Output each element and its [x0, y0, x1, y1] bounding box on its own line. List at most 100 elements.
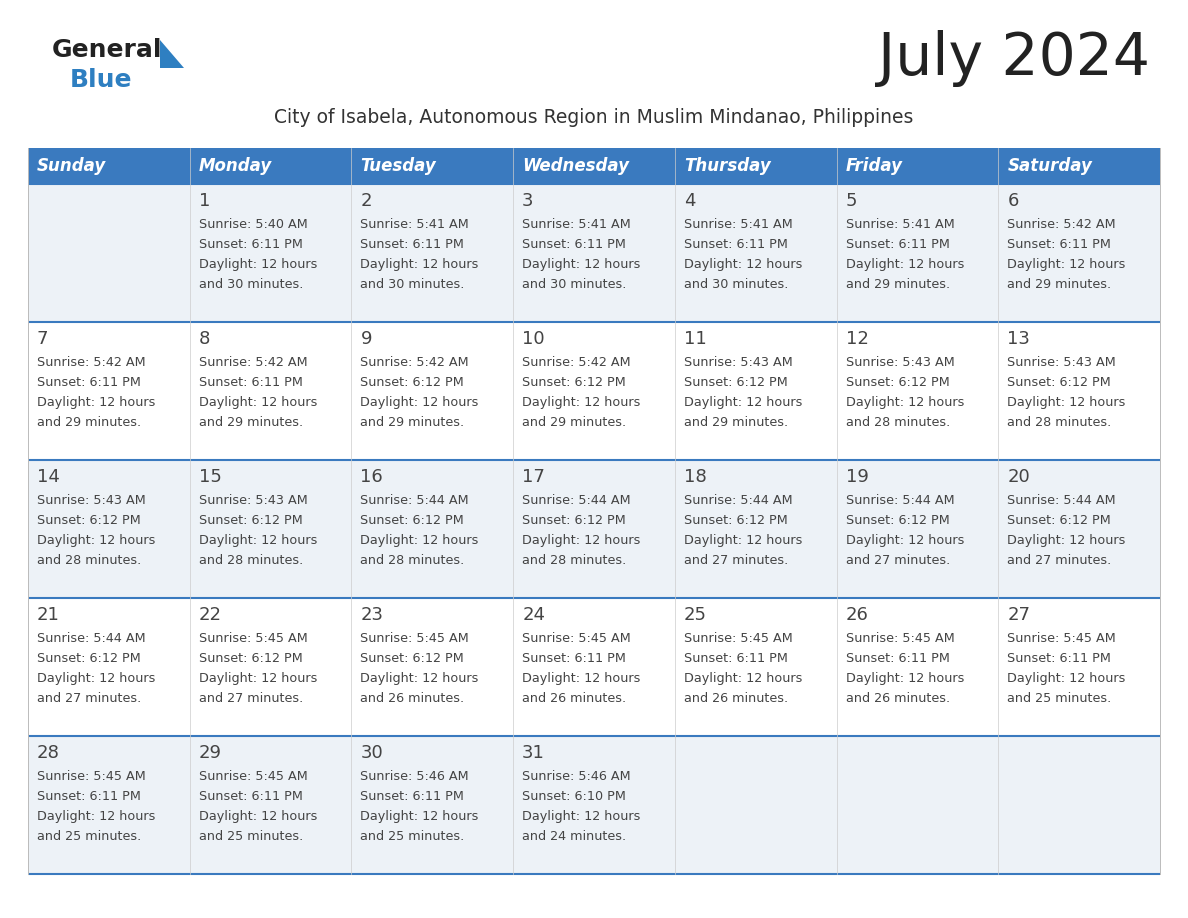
Text: and 29 minutes.: and 29 minutes.	[360, 416, 465, 429]
Text: Sunset: 6:11 PM: Sunset: 6:11 PM	[684, 652, 788, 665]
Text: Sunrise: 5:40 AM: Sunrise: 5:40 AM	[198, 218, 308, 231]
Text: Sunset: 6:11 PM: Sunset: 6:11 PM	[198, 790, 303, 803]
Text: and 29 minutes.: and 29 minutes.	[1007, 278, 1112, 291]
Text: Sunrise: 5:44 AM: Sunrise: 5:44 AM	[684, 494, 792, 507]
Text: Sunrise: 5:46 AM: Sunrise: 5:46 AM	[523, 770, 631, 783]
Text: and 29 minutes.: and 29 minutes.	[846, 278, 949, 291]
Text: 13: 13	[1007, 330, 1030, 348]
Text: 23: 23	[360, 606, 384, 624]
Text: 25: 25	[684, 606, 707, 624]
Text: Sunrise: 5:45 AM: Sunrise: 5:45 AM	[198, 770, 308, 783]
Text: Sunset: 6:11 PM: Sunset: 6:11 PM	[1007, 238, 1111, 251]
Text: and 27 minutes.: and 27 minutes.	[846, 554, 950, 567]
Text: Daylight: 12 hours: Daylight: 12 hours	[1007, 534, 1126, 547]
Text: and 30 minutes.: and 30 minutes.	[360, 278, 465, 291]
Text: Daylight: 12 hours: Daylight: 12 hours	[198, 534, 317, 547]
Text: and 28 minutes.: and 28 minutes.	[360, 554, 465, 567]
Text: 12: 12	[846, 330, 868, 348]
Text: 2: 2	[360, 192, 372, 210]
Text: and 29 minutes.: and 29 minutes.	[684, 416, 788, 429]
Text: Sunset: 6:12 PM: Sunset: 6:12 PM	[37, 514, 140, 527]
Text: and 28 minutes.: and 28 minutes.	[1007, 416, 1112, 429]
Text: 11: 11	[684, 330, 707, 348]
Text: 29: 29	[198, 744, 222, 762]
Bar	[29, 184, 1159, 322]
Text: 1: 1	[198, 192, 210, 210]
Text: 6: 6	[1007, 192, 1018, 210]
Text: Daylight: 12 hours: Daylight: 12 hours	[846, 258, 963, 271]
Text: and 26 minutes.: and 26 minutes.	[684, 692, 788, 705]
Text: Daylight: 12 hours: Daylight: 12 hours	[684, 258, 802, 271]
Text: and 28 minutes.: and 28 minutes.	[523, 554, 626, 567]
Text: and 26 minutes.: and 26 minutes.	[846, 692, 949, 705]
Text: Sunset: 6:12 PM: Sunset: 6:12 PM	[198, 514, 303, 527]
Text: Sunrise: 5:41 AM: Sunrise: 5:41 AM	[523, 218, 631, 231]
Text: Sunset: 6:11 PM: Sunset: 6:11 PM	[846, 238, 949, 251]
Text: Sunset: 6:11 PM: Sunset: 6:11 PM	[37, 376, 141, 389]
Text: Sunrise: 5:44 AM: Sunrise: 5:44 AM	[37, 632, 146, 645]
Text: Daylight: 12 hours: Daylight: 12 hours	[198, 672, 317, 685]
Text: Sunrise: 5:45 AM: Sunrise: 5:45 AM	[523, 632, 631, 645]
Text: 31: 31	[523, 744, 545, 762]
Text: Daylight: 12 hours: Daylight: 12 hours	[37, 672, 156, 685]
Text: Sunrise: 5:42 AM: Sunrise: 5:42 AM	[523, 356, 631, 369]
Text: 18: 18	[684, 468, 707, 486]
Text: Sunday: Sunday	[37, 157, 106, 175]
Text: 9: 9	[360, 330, 372, 348]
Text: 22: 22	[198, 606, 222, 624]
Text: 16: 16	[360, 468, 384, 486]
Text: Daylight: 12 hours: Daylight: 12 hours	[523, 534, 640, 547]
Text: Daylight: 12 hours: Daylight: 12 hours	[198, 396, 317, 409]
Text: Sunset: 6:11 PM: Sunset: 6:11 PM	[523, 238, 626, 251]
Text: and 30 minutes.: and 30 minutes.	[198, 278, 303, 291]
Text: Daylight: 12 hours: Daylight: 12 hours	[523, 258, 640, 271]
Text: 26: 26	[846, 606, 868, 624]
Text: Monday: Monday	[198, 157, 272, 175]
Text: Sunset: 6:12 PM: Sunset: 6:12 PM	[1007, 376, 1111, 389]
Text: 4: 4	[684, 192, 695, 210]
Text: 27: 27	[1007, 606, 1030, 624]
Text: Daylight: 12 hours: Daylight: 12 hours	[684, 672, 802, 685]
Text: Sunrise: 5:43 AM: Sunrise: 5:43 AM	[684, 356, 792, 369]
Polygon shape	[160, 40, 184, 68]
Text: Daylight: 12 hours: Daylight: 12 hours	[684, 396, 802, 409]
Text: 7: 7	[37, 330, 49, 348]
Text: and 27 minutes.: and 27 minutes.	[684, 554, 788, 567]
Text: and 28 minutes.: and 28 minutes.	[846, 416, 950, 429]
Text: Daylight: 12 hours: Daylight: 12 hours	[360, 396, 479, 409]
Text: Sunset: 6:12 PM: Sunset: 6:12 PM	[846, 514, 949, 527]
Text: and 26 minutes.: and 26 minutes.	[360, 692, 465, 705]
Text: City of Isabela, Autonomous Region in Muslim Mindanao, Philippines: City of Isabela, Autonomous Region in Mu…	[274, 108, 914, 127]
Text: Sunset: 6:11 PM: Sunset: 6:11 PM	[37, 790, 141, 803]
Text: Sunset: 6:12 PM: Sunset: 6:12 PM	[198, 652, 303, 665]
Text: Daylight: 12 hours: Daylight: 12 hours	[523, 396, 640, 409]
Text: Sunset: 6:11 PM: Sunset: 6:11 PM	[684, 238, 788, 251]
Text: and 27 minutes.: and 27 minutes.	[37, 692, 141, 705]
Text: Sunset: 6:11 PM: Sunset: 6:11 PM	[846, 652, 949, 665]
Text: Daylight: 12 hours: Daylight: 12 hours	[37, 534, 156, 547]
Text: Sunrise: 5:43 AM: Sunrise: 5:43 AM	[1007, 356, 1116, 369]
Text: Sunset: 6:12 PM: Sunset: 6:12 PM	[684, 514, 788, 527]
Text: and 28 minutes.: and 28 minutes.	[37, 554, 141, 567]
Text: Sunrise: 5:42 AM: Sunrise: 5:42 AM	[1007, 218, 1116, 231]
Text: Daylight: 12 hours: Daylight: 12 hours	[523, 672, 640, 685]
Bar	[29, 322, 1159, 460]
Text: and 29 minutes.: and 29 minutes.	[37, 416, 141, 429]
Text: Friday: Friday	[846, 157, 903, 175]
Text: 10: 10	[523, 330, 545, 348]
Text: and 29 minutes.: and 29 minutes.	[198, 416, 303, 429]
Text: Daylight: 12 hours: Daylight: 12 hours	[360, 534, 479, 547]
Text: Daylight: 12 hours: Daylight: 12 hours	[37, 810, 156, 823]
Text: Sunset: 6:12 PM: Sunset: 6:12 PM	[523, 376, 626, 389]
Text: Sunset: 6:11 PM: Sunset: 6:11 PM	[360, 238, 465, 251]
Text: Daylight: 12 hours: Daylight: 12 hours	[1007, 672, 1126, 685]
Text: and 27 minutes.: and 27 minutes.	[1007, 554, 1112, 567]
Text: Daylight: 12 hours: Daylight: 12 hours	[846, 534, 963, 547]
Text: Sunset: 6:12 PM: Sunset: 6:12 PM	[360, 652, 465, 665]
Text: Sunset: 6:12 PM: Sunset: 6:12 PM	[684, 376, 788, 389]
Text: Tuesday: Tuesday	[360, 157, 436, 175]
Bar	[29, 148, 1159, 184]
Text: Sunset: 6:12 PM: Sunset: 6:12 PM	[360, 514, 465, 527]
Bar	[29, 460, 1159, 598]
Text: Saturday: Saturday	[1007, 157, 1092, 175]
